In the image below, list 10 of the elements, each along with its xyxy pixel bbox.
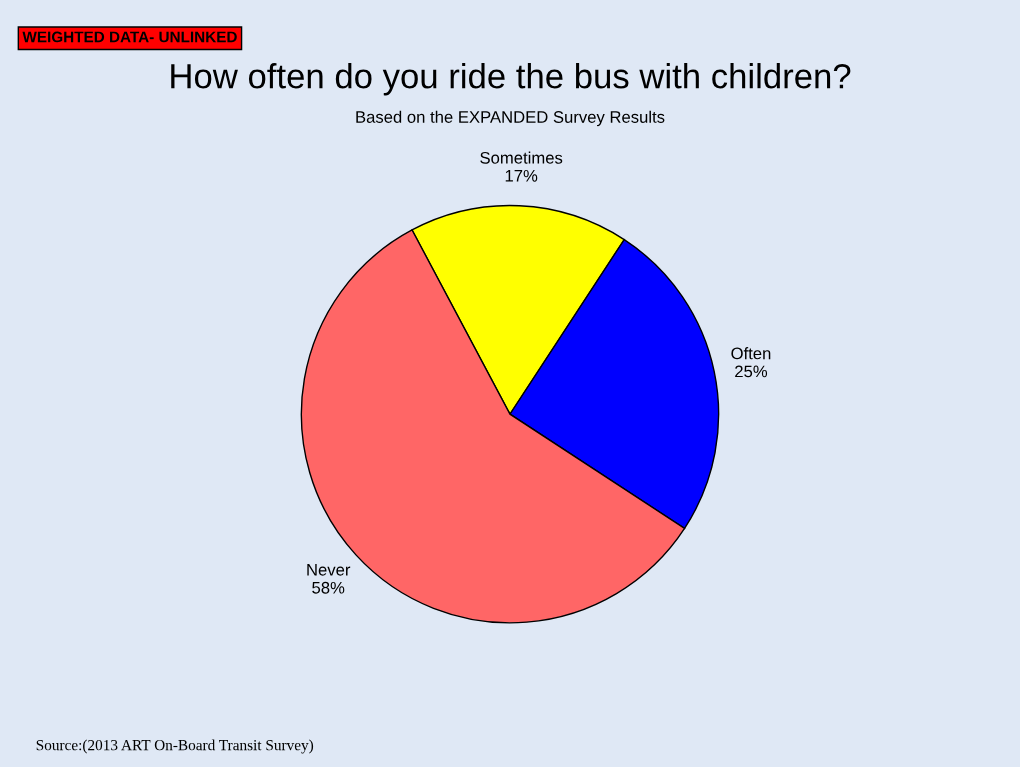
slice-label: Sometimes: [480, 151, 563, 164]
chart-title: How often do you ride the bus with children?: [171, 63, 851, 96]
data-label: 25%: [735, 365, 768, 378]
chart-subtitle: Based on the EXPANDED Survey Results: [356, 110, 665, 127]
slice-label: Never: [307, 564, 351, 576]
source-note: Source:(2013 ART On-Board Transit Survey): [36, 739, 314, 754]
data-label: 17%: [505, 169, 538, 182]
data-label: 58%: [312, 581, 345, 594]
text: WEIGHTED DATA- UNLINKED: [22, 31, 237, 43]
slice-label: Often: [731, 347, 771, 360]
